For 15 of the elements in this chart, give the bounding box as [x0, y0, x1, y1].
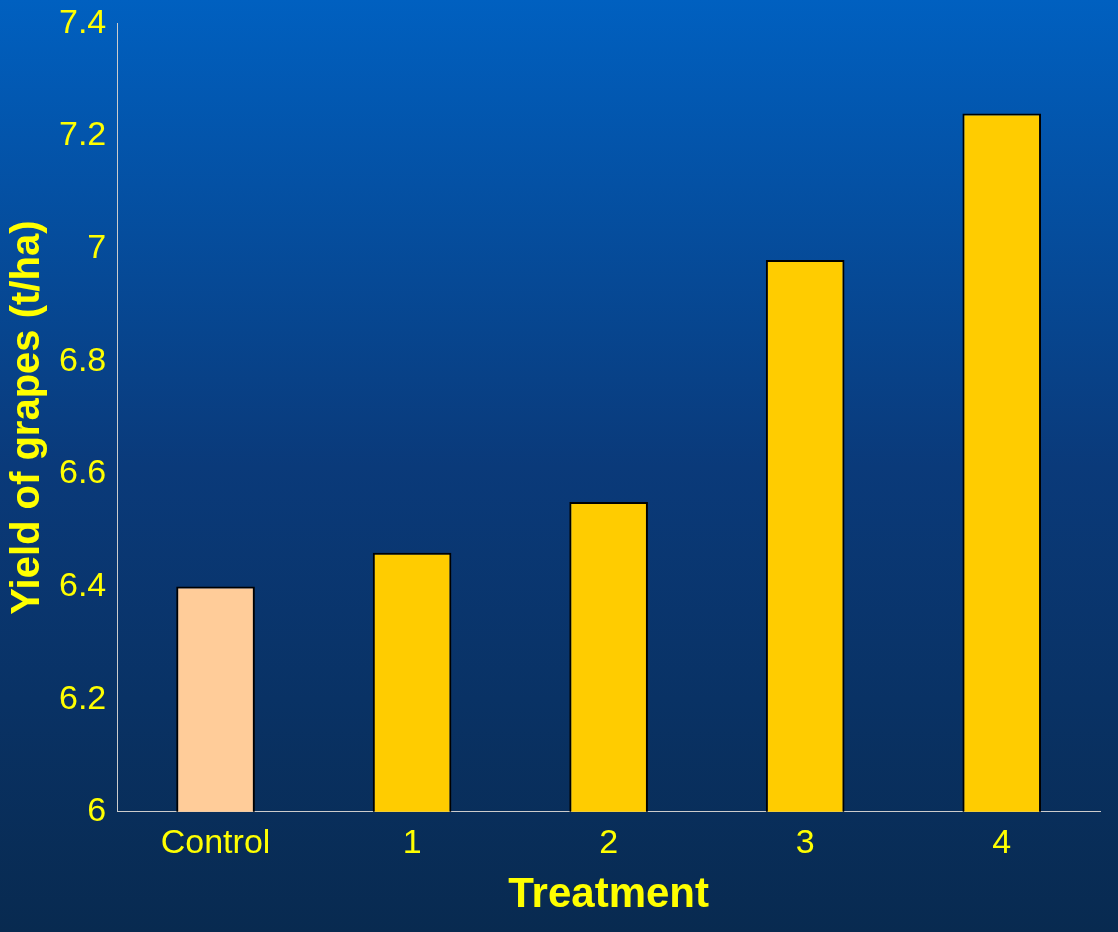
y-tick-label: 6.8: [59, 339, 107, 378]
y-tick-label: 6: [87, 790, 107, 829]
y-tick-label: 6.2: [59, 677, 107, 716]
y-tick-label: 7.4: [59, 1, 107, 40]
y-tick-label: 6.4: [59, 564, 107, 603]
x-tick-label: 4: [992, 821, 1012, 860]
y-tick-label: 7.2: [59, 114, 107, 153]
y-tick-label: 7: [87, 227, 107, 266]
x-tick-label: 3: [795, 821, 815, 860]
x-axis-title: Treatment: [508, 869, 710, 917]
y-axis-title: Yield of grapes (t/ha): [3, 220, 48, 615]
x-tick-label: 1: [402, 821, 422, 860]
y-tick-label: 6.6: [59, 452, 107, 491]
x-tick-label: Control: [160, 821, 271, 860]
x-tick-label: 2: [599, 821, 619, 860]
